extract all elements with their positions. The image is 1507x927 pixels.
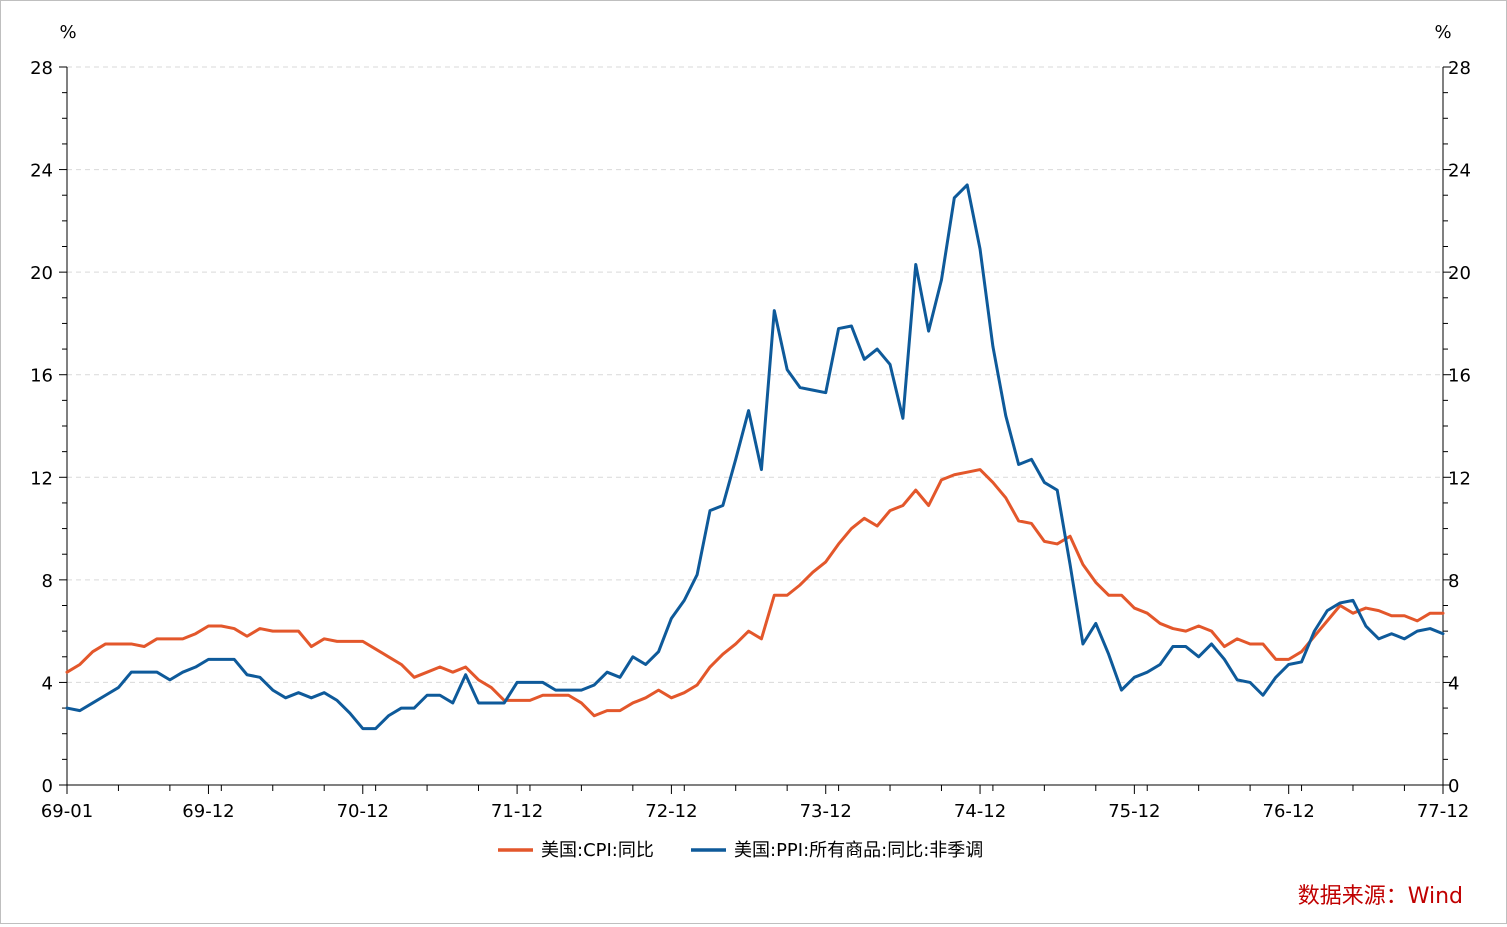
y-axis-left-ticks: 0 4 8 12 16 20 24 28: [30, 58, 67, 797]
grid-lines: [67, 66, 1443, 683]
x-tick-label: 71-12: [491, 801, 543, 822]
y-tick-label-left: 0: [42, 776, 53, 797]
x-tick-label: 73-12: [800, 801, 852, 822]
x-tick-label: 69-01: [41, 801, 93, 822]
y-tick-label-left: 24: [30, 161, 53, 182]
series-line-cpi: [65, 468, 1445, 718]
y-tick-label-left: 28: [30, 58, 53, 79]
x-axis-ticks: 69-01 69-12 70-12 71-12 72-12 73-12 74-12 75-12…: [41, 785, 1469, 822]
y-tick-label-left: 20: [30, 263, 53, 284]
y-axis-right-unit: %: [1434, 22, 1451, 43]
y-tick-label-right: 12: [1448, 468, 1471, 489]
y-tick-label-left: 16: [30, 366, 53, 387]
y-tick-label-right: 28: [1448, 58, 1471, 79]
y-tick-label-left: 8: [42, 571, 53, 592]
legend-item-ppi[interactable]: 美国:PPI:所有商品:同比:非季调: [691, 840, 983, 861]
legend-label-ppi: 美国:PPI:所有商品:同比:非季调: [734, 840, 983, 861]
y-axis-right-ticks: 0 4 8 12 16 20 24 28: [1443, 58, 1471, 797]
x-tick-label: 77-12: [1417, 801, 1469, 822]
legend-item-cpi[interactable]: 美国:CPI:同比: [498, 840, 654, 861]
x-tick-label: 76-12: [1263, 801, 1315, 822]
x-tick-label: 72-12: [645, 801, 697, 822]
y-tick-label-right: 16: [1448, 366, 1471, 387]
series-lines: [65, 183, 1445, 731]
series-line-ppi: [65, 183, 1445, 731]
source-note: 数据来源：Wind: [1298, 884, 1463, 909]
x-tick-label: 75-12: [1108, 801, 1160, 822]
y-tick-label-right: 0: [1448, 776, 1459, 797]
y-tick-label-right: 8: [1448, 571, 1459, 592]
y-tick-label-left: 12: [30, 468, 53, 489]
y-tick-label-left: 4: [42, 673, 53, 694]
x-tick-label: 70-12: [337, 801, 389, 822]
x-tick-label: 74-12: [954, 801, 1006, 822]
x-tick-label: 69-12: [182, 801, 234, 822]
y-tick-label-right: 20: [1448, 263, 1471, 284]
y-axis-left-unit: %: [59, 22, 76, 43]
y-tick-label-right: 24: [1448, 161, 1471, 182]
y-tick-label-right: 4: [1448, 673, 1459, 694]
legend-label-cpi: 美国:CPI:同比: [541, 840, 654, 861]
legend: 美国:CPI:同比 美国:PPI:所有商品:同比:非季调: [498, 840, 983, 861]
